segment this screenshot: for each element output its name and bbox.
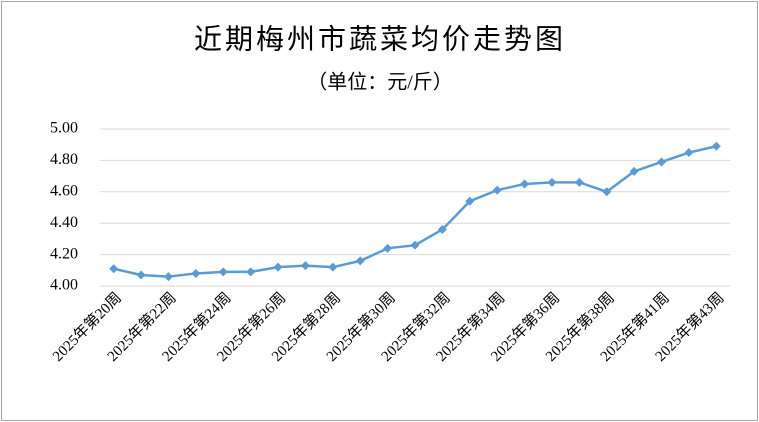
data-point bbox=[465, 196, 475, 206]
data-point bbox=[163, 272, 173, 282]
data-point bbox=[574, 177, 584, 187]
chart-title: 近期梅州市蔬菜均价走势图 bbox=[194, 23, 566, 55]
data-point bbox=[410, 240, 420, 250]
data-point bbox=[520, 179, 530, 189]
data-point bbox=[136, 270, 146, 280]
data-point bbox=[355, 256, 365, 266]
y-tick-label: 4.60 bbox=[50, 182, 78, 199]
data-point bbox=[383, 243, 393, 253]
data-point bbox=[711, 141, 721, 151]
data-point bbox=[684, 148, 694, 158]
data-point bbox=[629, 166, 639, 176]
y-tick-label: 4.40 bbox=[50, 214, 78, 231]
data-point bbox=[437, 224, 447, 234]
data-point bbox=[657, 157, 667, 167]
y-tick-label: 4.80 bbox=[50, 151, 78, 168]
data-point bbox=[246, 267, 256, 277]
data-point bbox=[218, 267, 228, 277]
y-tick-label: 5.00 bbox=[50, 120, 78, 137]
data-point bbox=[328, 262, 338, 272]
data-point bbox=[191, 268, 201, 278]
data-point bbox=[300, 261, 310, 271]
y-tick-label: 4.20 bbox=[50, 245, 78, 262]
y-tick-label: 4.00 bbox=[50, 277, 78, 294]
data-point bbox=[109, 264, 119, 274]
data-point bbox=[547, 177, 557, 187]
data-point bbox=[602, 187, 612, 197]
data-point bbox=[273, 262, 283, 272]
chart-subtitle: （单位：元/斤） bbox=[307, 71, 453, 94]
data-point bbox=[492, 185, 502, 195]
